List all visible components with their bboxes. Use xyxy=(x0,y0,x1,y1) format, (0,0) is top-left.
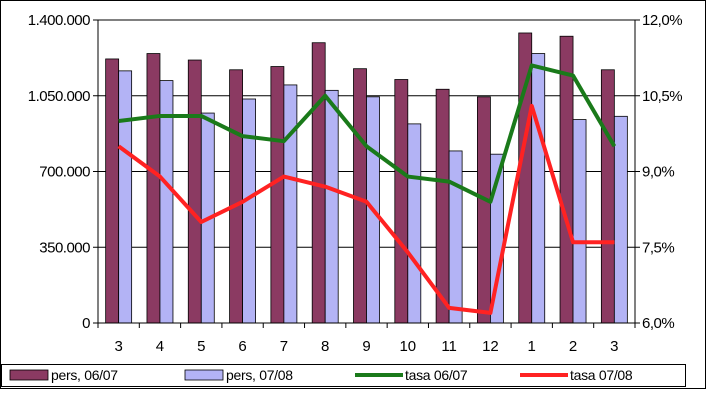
legend-swatch xyxy=(9,369,49,381)
x-tick-label: 11 xyxy=(441,338,457,355)
legend-label: pers, 07/08 xyxy=(226,367,293,383)
y-right-tick-label: 7,5% xyxy=(642,239,674,256)
bar xyxy=(146,53,161,324)
legend-box xyxy=(1,364,686,387)
x-tick-label: 10 xyxy=(399,338,416,355)
legend-label: pers, 06/07 xyxy=(51,367,118,383)
x-tick-label: 12 xyxy=(482,338,499,355)
y-left-tick-label: 700.000 xyxy=(39,164,90,181)
y-right-tick-label: 12,0% xyxy=(642,12,682,29)
bar xyxy=(559,35,574,324)
bar xyxy=(270,66,285,324)
bar xyxy=(600,69,615,324)
x-tick-label: 3 xyxy=(114,338,122,355)
legend-swatch xyxy=(184,369,224,381)
legend: pers, 06/07 pers, 07/08 tasa 06/07 tasa 07/… xyxy=(1,364,686,387)
series-line xyxy=(118,63,617,204)
x-tick-label: 1 xyxy=(528,338,536,355)
bar xyxy=(118,70,133,324)
x-tick-label: 8 xyxy=(321,338,329,355)
bar xyxy=(187,59,202,324)
legend-item: tasa 07/08 xyxy=(520,367,633,383)
bar xyxy=(477,96,491,324)
x-tick-label: 3 xyxy=(610,338,618,355)
legend-item: pers, 06/07 xyxy=(9,367,119,383)
bar xyxy=(448,150,463,324)
x-tick-label: 6 xyxy=(238,338,246,355)
legend-label: tasa 07/08 xyxy=(570,367,633,383)
y-left-tick-label: 350.000 xyxy=(39,239,90,256)
legend-item: tasa 06/07 xyxy=(355,367,468,383)
y-right-tick-label: 10,5% xyxy=(642,88,682,105)
bar xyxy=(531,53,546,324)
series-line xyxy=(117,103,615,315)
y-left-tick-label: 1.050.000 xyxy=(28,88,90,105)
x-tick-label: 5 xyxy=(197,338,205,355)
bar xyxy=(105,58,120,324)
legend-item: pers, 07/08 xyxy=(184,367,294,383)
bar xyxy=(229,69,243,324)
y-left-tick-label: 1.400.000 xyxy=(28,12,90,29)
bar xyxy=(407,123,422,324)
bar xyxy=(435,88,450,324)
bar xyxy=(242,98,256,324)
legend-label: tasa 06/07 xyxy=(405,367,468,383)
y-right-tick-label: 9,0% xyxy=(642,164,674,181)
bar xyxy=(572,119,587,324)
bar xyxy=(283,84,298,324)
bar xyxy=(613,115,628,324)
y-right-tick-label: 6,0% xyxy=(642,315,674,332)
bar xyxy=(394,79,409,324)
y-left-tick-label: 0 xyxy=(82,315,90,332)
x-tick-label: 4 xyxy=(156,338,164,355)
x-tick-label: 7 xyxy=(280,338,288,355)
bar xyxy=(324,89,339,324)
x-tick-label: 9 xyxy=(362,338,370,355)
x-tick-label: 2 xyxy=(569,338,577,355)
